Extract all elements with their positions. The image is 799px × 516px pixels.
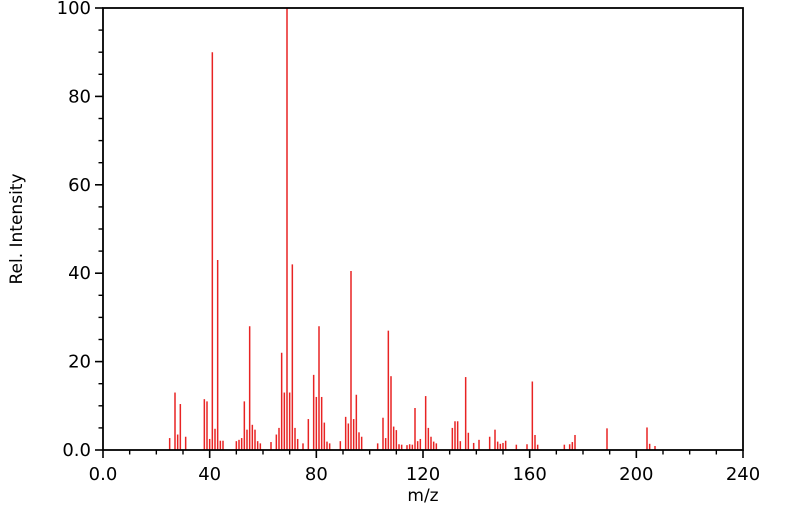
y-tick-label: 80: [68, 86, 91, 107]
x-tick-label: 160: [512, 464, 546, 485]
x-tick-label: 40: [198, 464, 221, 485]
y-tick-label: 20: [68, 352, 91, 373]
y-tick-label: 0.0: [62, 440, 91, 461]
plot-frame: [102, 7, 744, 451]
x-tick-label: 80: [305, 464, 328, 485]
x-tick-label: 240: [726, 464, 760, 485]
x-tick-label: 0.0: [89, 464, 118, 485]
x-axis-label: m/z: [407, 486, 438, 506]
y-axis-label: Rel. Intensity: [7, 173, 27, 284]
x-tick-label: 120: [406, 464, 440, 485]
y-tick-label: 100: [57, 0, 91, 19]
x-tick-label: 200: [619, 464, 653, 485]
y-tick-label: 40: [68, 263, 91, 284]
y-tick-label: 60: [68, 175, 91, 196]
mass-peaks-layer: [168, 8, 656, 450]
axis-ticks-layer: 0.0 40 80 120 160 200 240 0.0 20 40 60 80 100: [57, 0, 761, 485]
